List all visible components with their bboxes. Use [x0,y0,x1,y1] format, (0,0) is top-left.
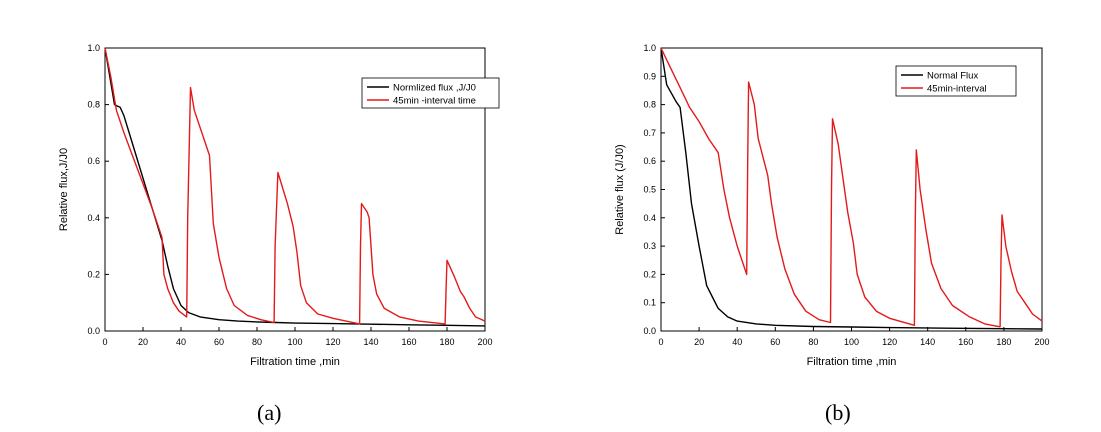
x-tick-label: 80 [808,337,818,347]
y-tick-label: 0.4 [87,213,100,223]
x-tick-label: 40 [732,337,742,347]
x-tick-label: 180 [996,337,1011,347]
y-tick-label: 0.8 [643,100,656,110]
y-tick-label: 0.5 [643,185,656,195]
y-tick-label: 0.2 [643,269,656,279]
x-tick-label: 120 [882,337,897,347]
x-tick-label: 100 [844,337,859,347]
y-tick-label: 0.9 [643,71,656,81]
series-line-normal-flux [660,47,1043,330]
chart-panel-b: 0 20 40 60 80 100 120 140 160 180 200 0.0 0.1 0.2 0.3 0… [551,0,1101,432]
y-tick-label: 1.0 [87,43,100,53]
x-tick-label: 100 [287,337,302,347]
y-tick-label: 0.6 [643,156,656,166]
x-tick-label: 80 [252,337,262,347]
legend: Normal Flux 45min-interval [895,65,1017,97]
legend-label: 45min -interval time [393,96,476,107]
x-axis-label: Filtration time ,min [250,356,340,368]
x-tick-label: 40 [176,337,186,347]
series-line-interval [104,47,486,325]
legend-box [895,65,1017,97]
y-axis-label: Relative flux (J/J0) [614,144,626,234]
caption-a: (a) [257,400,282,425]
legend-label: Normlized flux ,J/J0 [393,83,476,94]
legend-label: 45min-interval [927,84,987,95]
x-tick-label: 20 [138,337,148,347]
x-tick-label: 160 [401,337,416,347]
x-tick-label: 0 [102,337,107,347]
y-tick-label: 0.7 [643,128,656,138]
x-tick-label: 60 [770,337,780,347]
y-tick-label: 0.3 [643,241,656,251]
y-axis-label: Relative flux,J/J0 [58,148,70,231]
y-tick-label: 0.2 [87,269,100,279]
x-axis-label: Filtration time ,min [807,356,897,368]
x-tick-label: 180 [439,337,454,347]
x-tick-label: 20 [694,337,704,347]
x-tick-label: 140 [920,337,935,347]
series-line-normal-flux [104,47,486,327]
legend: Normlized flux ,J/J0 45min -interval time [361,77,500,109]
x-tick-label: 120 [325,337,340,347]
y-tick-label: 0.8 [87,100,100,110]
series-line-interval [660,47,1043,328]
x-tick-label: 200 [1034,337,1049,347]
y-tick-label: 0.0 [87,326,100,336]
y-tick-label: 0.6 [87,156,100,166]
legend-box [361,77,500,109]
caption-b: (b) [825,400,851,425]
y-tick-label: 1.0 [643,43,656,53]
x-tick-label: 140 [363,337,378,347]
chart-a: 0 20 40 60 80 100 120 140 160 180 200 0.0 0.2 0.4 0.6 0… [58,43,500,368]
legend-label: Normal Flux [927,71,978,82]
chart-panel-a: 0 20 40 60 80 100 120 140 160 180 200 0.0 0.2 0.4 0.6 0… [58,43,500,425]
x-tick-label: 60 [214,337,224,347]
x-tick-label: 160 [958,337,973,347]
y-tick-label: 0.1 [643,298,656,308]
x-tick-label: 0 [658,337,663,347]
y-tick-label: 0.4 [643,213,656,223]
y-tick-label: 0.0 [643,326,656,336]
chart-b: 0 20 40 60 80 100 120 140 160 180 200 0.0 0.1 0.2 0.3 0… [614,43,1050,368]
x-tick-label: 200 [477,337,492,347]
